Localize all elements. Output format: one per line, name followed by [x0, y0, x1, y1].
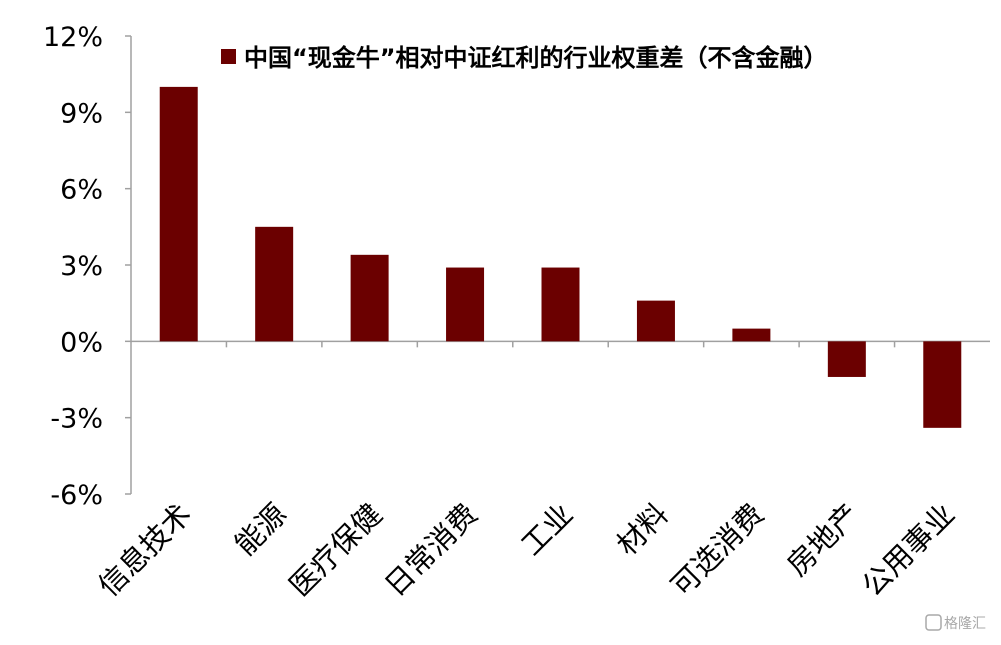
bar: [541, 267, 580, 342]
bar: [159, 86, 198, 342]
y-tick-label: 3%: [60, 251, 103, 282]
watermark: 格隆汇: [925, 614, 986, 632]
x-tick-label: 信息技术: [92, 497, 198, 603]
x-tick-label: 房地产: [780, 497, 866, 583]
y-tick-label: -3%: [50, 404, 103, 435]
y-tick-label: 6%: [60, 175, 103, 206]
bar: [446, 267, 485, 342]
y-tick-label: 0%: [60, 327, 103, 358]
x-tick-label: 能源: [228, 497, 293, 562]
y-tick-label: 9%: [60, 98, 103, 129]
x-tick-label: 材料: [610, 497, 675, 562]
bar: [636, 300, 675, 342]
watermark-logo-icon: [925, 614, 942, 631]
bar: [827, 341, 866, 377]
bar: [923, 341, 962, 428]
x-tick-label: 工业: [514, 497, 579, 562]
x-tick-label: 日常消费: [378, 497, 484, 603]
x-tick-label: 医疗保健: [282, 497, 388, 603]
legend-swatch: [221, 49, 236, 64]
chart-bars: [159, 86, 962, 428]
bar: [255, 226, 294, 342]
bar: [732, 328, 771, 342]
y-tick-label: 12%: [43, 22, 103, 53]
x-tick-label: 可选消费: [664, 497, 770, 603]
chart-legend: 中国“现金牛”相对中证红利的行业权重差（不含金融）: [221, 44, 828, 72]
y-tick-label: -6%: [50, 480, 103, 511]
bar: [350, 254, 389, 342]
legend-label: 中国“现金牛”相对中证红利的行业权重差（不含金融）: [244, 44, 828, 72]
watermark-text: 格隆汇: [944, 616, 986, 632]
y-axis-ticks: 12% 9% 6% 3% 0% -3% -6%: [43, 22, 131, 511]
x-tick-label: 公用事业: [855, 497, 961, 603]
